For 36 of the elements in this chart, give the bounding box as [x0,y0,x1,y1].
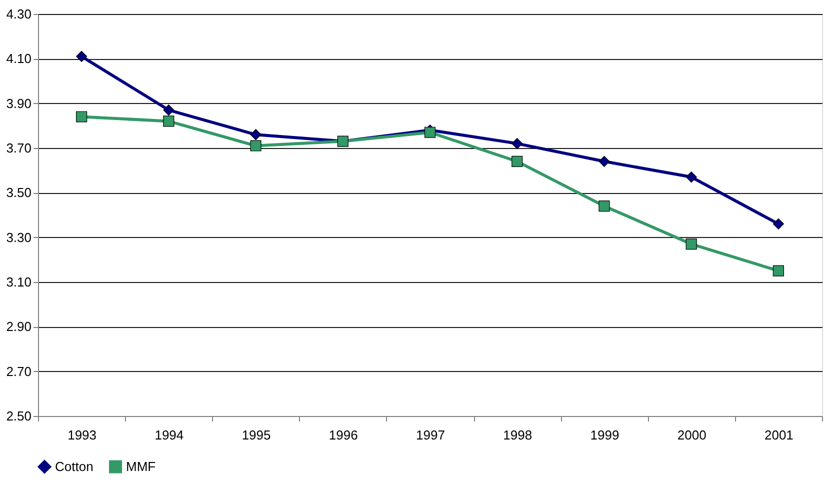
point [772,218,784,230]
y-tick-label: 4.30 [6,6,32,22]
x-tick-label: 2001 [764,428,794,442]
point [163,104,174,116]
y-tick-label: 3.30 [6,230,32,245]
y-tick-label: 2.90 [6,319,32,334]
x-tick-label: 1999 [590,428,620,442]
legend-label: MMF [126,458,156,474]
point [598,200,610,212]
legend-label: Cotton [55,458,94,474]
y-tick-label: 4.10 [6,51,32,66]
point [598,156,610,167]
y-tick-label: 3.10 [6,274,32,290]
y-tick-label: 3.90 [6,96,32,111]
point [686,238,697,250]
point [250,129,262,140]
point [76,50,88,62]
y-tick-label: 2.70 [6,364,32,379]
x-tick-label: 1997 [416,428,445,442]
x-tick-label: 2000 [677,428,706,442]
point [250,140,262,152]
point [686,171,697,183]
point [772,265,784,276]
y-tick-label: 3.70 [6,140,32,156]
point [76,111,88,122]
point [163,116,174,127]
y-tick-label: 3.50 [6,185,32,200]
point [424,126,436,138]
x-tick-label: 1998 [503,428,532,442]
x-tick-label: 1994 [154,428,184,442]
x-tick-label: 1996 [328,428,358,442]
point [512,156,523,167]
point [512,138,523,150]
y-tick-label: 2.50 [6,408,32,424]
x-tick-label: 1993 [68,428,97,442]
x-tick-label: 1995 [242,428,271,442]
